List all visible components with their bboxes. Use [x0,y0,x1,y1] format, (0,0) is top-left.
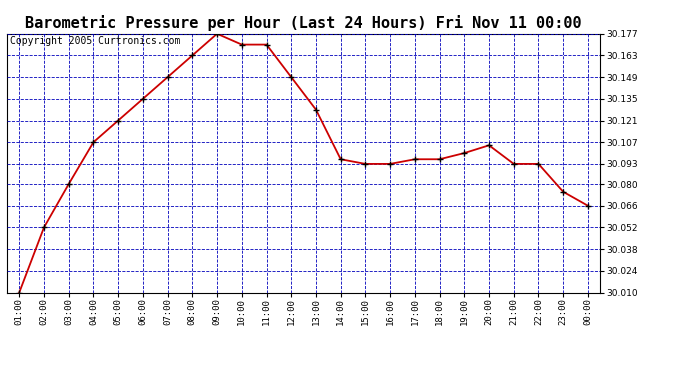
Text: Copyright 2005 Curtronics.com: Copyright 2005 Curtronics.com [10,36,180,46]
Text: Barometric Pressure per Hour (Last 24 Hours) Fri Nov 11 00:00: Barometric Pressure per Hour (Last 24 Ho… [26,15,582,31]
